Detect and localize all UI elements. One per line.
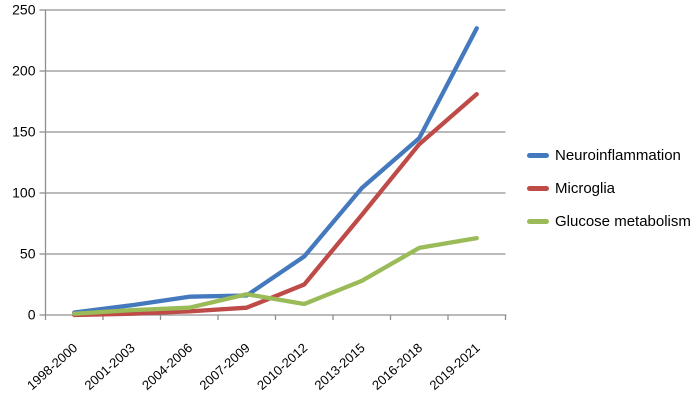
- y-tick-label-200: 200: [12, 63, 36, 79]
- x-category-label-3: 2007-2009: [197, 340, 253, 393]
- x-category-label-5: 2013-2015: [312, 340, 368, 393]
- x-category-label-4: 2010-2012: [254, 340, 310, 393]
- neuroinflammation-line-marker-icon: [527, 153, 549, 158]
- x-category-label-1: 2001-2003: [82, 340, 138, 393]
- y-tick-label-50: 50: [20, 246, 36, 262]
- series-line-neuroinflammation: [72, 26, 479, 315]
- x-category-label-0: 1998-2000: [24, 340, 80, 393]
- series-line-glucose-metabolism: [72, 235, 479, 316]
- x-category-label-2: 2004-2006: [139, 340, 195, 393]
- y-tick-label-100: 100: [12, 185, 36, 201]
- legend-item-neuroinflammation: Neuroinflammation: [527, 146, 691, 165]
- legend-label-glucose-metabolism: Glucose metabolism: [555, 213, 691, 230]
- x-category-label-7: 2019-2021: [427, 340, 483, 393]
- microglia-line-marker-icon: [527, 186, 549, 191]
- y-tick-label-150: 150: [12, 124, 36, 140]
- legend-label-neuroinflammation: Neuroinflammation: [555, 147, 681, 164]
- series-line-microglia: [72, 92, 479, 318]
- legend-item-microglia: Microglia: [527, 179, 691, 198]
- y-tick-label-0: 0: [28, 307, 36, 323]
- chart-legend: Neuroinflammation Microglia Glucose meta…: [527, 146, 691, 231]
- glucose-metabolism-line-marker-icon: [527, 219, 549, 224]
- x-category-label-6: 2016-2018: [369, 340, 425, 393]
- y-tick-label-250: 250: [12, 2, 36, 18]
- legend-label-microglia: Microglia: [555, 180, 616, 197]
- legend-item-glucose-metabolism: Glucose metabolism: [527, 212, 691, 231]
